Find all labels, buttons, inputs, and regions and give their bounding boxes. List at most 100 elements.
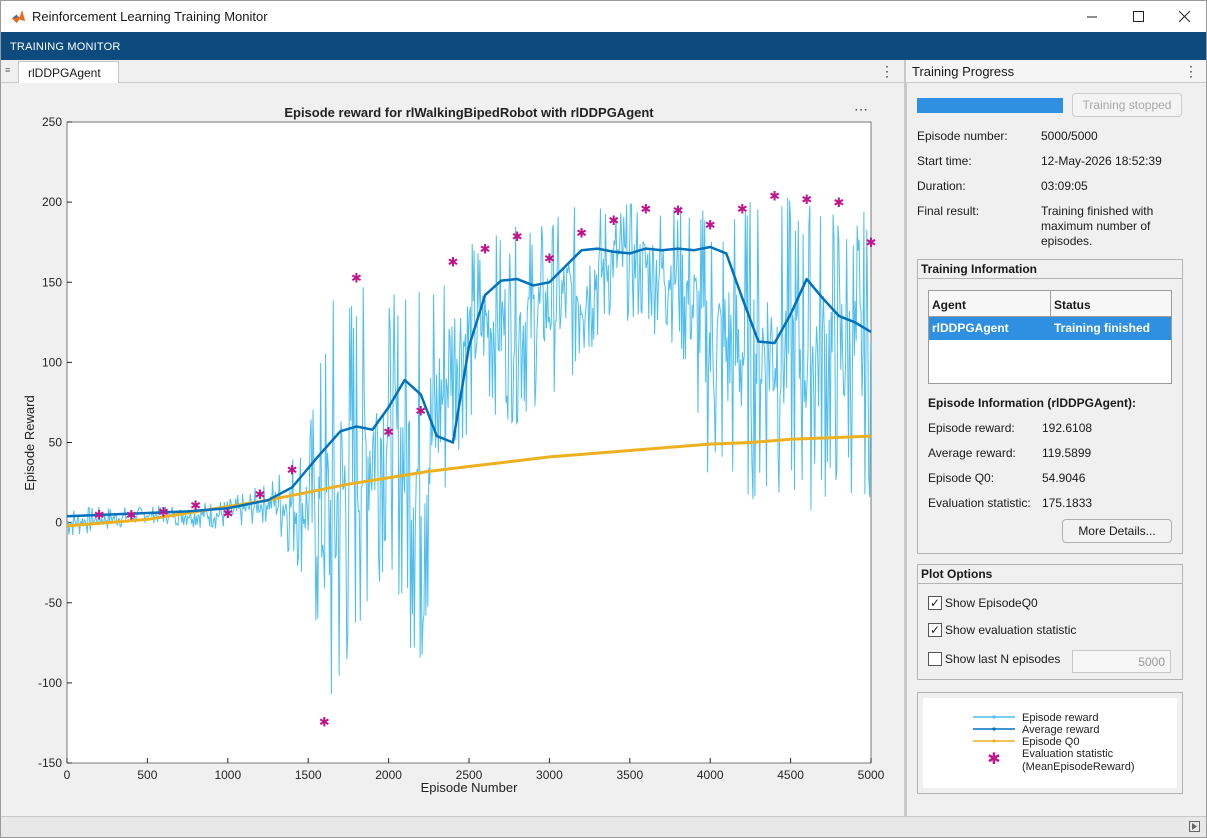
y-tick-label: 250 (42, 115, 62, 129)
panel-divider[interactable] (904, 60, 906, 816)
show-episodeq0-label: Show EpisodeQ0 (945, 596, 1038, 610)
evaluation-statistic-point: ✱ (126, 508, 137, 523)
maximize-icon (1132, 11, 1144, 22)
evaluation-statistic-value: 175.1833 (1042, 496, 1093, 510)
toolstrip: TRAINING MONITOR (1, 32, 1206, 60)
evaluation-statistic-point: ✱ (351, 270, 362, 285)
last-n-episodes-field[interactable]: 5000 (1072, 650, 1171, 673)
episode-q0-value: 54.9046 (1042, 471, 1086, 485)
legend-label-average-reward: Average reward (1022, 724, 1099, 736)
x-tick-label: 3500 (616, 768, 643, 782)
x-tick-label: 5000 (858, 768, 885, 782)
evaluation-statistic-point: ✱ (480, 242, 491, 257)
evaluation-statistic-point: ✱ (544, 251, 555, 266)
status-bar (1, 816, 1206, 837)
legend-label-episode-reward: Episode reward (1022, 712, 1098, 724)
column-header-agent[interactable]: Agent (929, 291, 1051, 317)
x-tick-label: 500 (137, 768, 157, 782)
maximize-button[interactable] (1115, 1, 1161, 32)
y-axis-label: Episode Reward (22, 395, 37, 490)
legend-sublabel-evaluation-statistic: (MeanEpisodeReward) (1022, 761, 1135, 773)
training-progress-title: Training Progress (912, 64, 1015, 79)
document-tab-bar: ≡ rlDDPGAgent ⋮ (1, 60, 904, 83)
table-row[interactable]: rlDDPGAgent Training finished (929, 317, 1171, 340)
panel-toggle-icon[interactable] (1189, 821, 1201, 833)
training-information-group: Training Information Agent Status rlDDPG… (917, 259, 1183, 554)
evaluation-statistic-point: ✱ (287, 463, 298, 478)
show-evaluation-statistic-checkbox[interactable]: ✓ Show evaluation statistic (928, 623, 1076, 637)
episode-reward-series (66, 197, 872, 695)
drag-grip-icon[interactable]: ≡ (5, 65, 11, 75)
matlab-logo-icon (11, 9, 26, 24)
episode-q0-marker-icon (992, 739, 996, 743)
training-progress-panel: Training stopped Episode number: 5000/50… (906, 83, 1206, 816)
evaluation-statistic-point: ✱ (190, 498, 201, 513)
duration-value: 03:09:05 (1041, 179, 1088, 193)
close-button[interactable] (1161, 1, 1207, 32)
checkbox-unchecked-icon[interactable] (928, 652, 942, 666)
show-episodeq0-checkbox[interactable]: ✓ Show EpisodeQ0 (928, 596, 1038, 610)
episode-reward-marker-icon (992, 715, 996, 719)
checkbox-checked-icon[interactable]: ✓ (928, 623, 942, 637)
axes-toolbar-icon[interactable]: ⋯ (854, 101, 868, 117)
evaluation-statistic-point: ✱ (222, 506, 233, 521)
episode-information-title: Episode Information (rlDDPGAgent): (928, 396, 1136, 410)
duration-label: Duration: (917, 179, 966, 193)
show-evaluation-statistic-label: Show evaluation statistic (945, 623, 1077, 637)
evaluation-statistic-point: ✱ (512, 229, 523, 244)
training-information-title: Training Information (918, 260, 1182, 279)
evaluation-statistic-point: ✱ (866, 235, 877, 250)
minimize-icon (1086, 16, 1097, 18)
evaluation-statistic-point: ✱ (576, 226, 587, 241)
panel-options-icon[interactable]: ⋮ (1184, 63, 1198, 79)
more-details-button[interactable]: More Details... (1062, 519, 1172, 543)
x-tick-label: 2000 (375, 768, 402, 782)
title-bar: Reinforcement Learning Training Monitor (1, 1, 1206, 32)
plot-options-title: Plot Options (918, 565, 1182, 584)
start-time-label: Start time: (917, 154, 972, 168)
legend-label-episode-q0: Episode Q0 (1022, 736, 1079, 748)
y-tick-label: -150 (38, 756, 62, 770)
training-stopped-button[interactable]: Training stopped (1072, 93, 1182, 117)
training-progress-header: Training Progress ⋮ (906, 60, 1206, 83)
column-header-status[interactable]: Status (1051, 291, 1171, 317)
average-reward-marker-icon (992, 727, 996, 731)
evaluation-statistic-point: ✱ (415, 403, 426, 418)
evaluation-statistic-point: ✱ (255, 487, 266, 502)
episode-number-label: Episode number: (917, 129, 1008, 143)
start-time-value: 12-May-2026 18:52:39 (1041, 154, 1162, 168)
final-result-label: Final result: (917, 204, 980, 218)
x-tick-label: 4000 (697, 768, 724, 782)
agent-cell: rlDDPGAgent (932, 321, 1009, 335)
document-options-icon[interactable]: ⋮ (880, 63, 894, 79)
final-result-value: Training finished with maximum number of… (1041, 204, 1154, 248)
y-tick-label: 200 (42, 195, 62, 209)
y-tick-label: 0 (55, 516, 62, 530)
episode-number-value: 5000/5000 (1041, 129, 1098, 143)
close-icon (1178, 11, 1190, 22)
chart-title: Episode reward for rlWalkingBipedRobot w… (284, 105, 654, 120)
show-last-n-episodes-label: Show last N episodes (945, 652, 1061, 666)
evaluation-statistic-point: ✱ (158, 504, 169, 519)
legend-item-average-reward: Average reward (973, 724, 1099, 736)
evaluation-statistic-point: ✱ (383, 424, 394, 439)
x-tick-label: 4500 (777, 768, 804, 782)
status-cell: Training finished (1054, 321, 1151, 335)
window-title: Reinforcement Learning Training Monitor (32, 9, 268, 24)
evaluation-statistic-point: ✱ (737, 202, 748, 217)
average-reward-series (66, 245, 872, 518)
legend-graphics: Episode reward Average reward Episode Q0… (973, 712, 1135, 773)
x-tick-label: 1500 (295, 768, 322, 782)
checkbox-checked-icon[interactable]: ✓ (928, 596, 942, 610)
episode-reward-label: Episode reward: (928, 421, 1015, 435)
tab-rlddpgagent[interactable]: rlDDPGAgent (18, 61, 119, 83)
show-last-n-episodes-checkbox[interactable]: Show last N episodes (928, 652, 1060, 666)
evaluation-statistic-point: ✱ (94, 508, 105, 523)
y-tick-label: 150 (42, 275, 62, 289)
evaluation-statistic-label: Evaluation statistic: (928, 496, 1031, 510)
legend-panel: Episode reward Average reward Episode Q0… (917, 692, 1183, 794)
evaluation-statistic-point: ✱ (801, 192, 812, 207)
x-tick-label: 3000 (536, 768, 563, 782)
minimize-button[interactable] (1069, 1, 1115, 32)
toolstrip-tab-training-monitor[interactable]: TRAINING MONITOR (10, 41, 121, 53)
